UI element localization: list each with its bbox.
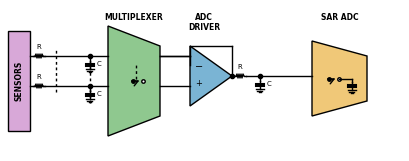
Polygon shape (108, 26, 160, 136)
Text: C: C (97, 61, 101, 67)
Polygon shape (189, 46, 231, 106)
Text: R: R (36, 44, 41, 50)
Text: SAR ADC: SAR ADC (320, 13, 358, 22)
Text: +: + (195, 79, 201, 87)
Text: C: C (97, 91, 101, 97)
Text: MULTIPLEXER: MULTIPLEXER (104, 13, 163, 22)
Text: R: R (237, 64, 242, 70)
FancyBboxPatch shape (8, 31, 30, 131)
Text: −: − (195, 62, 202, 72)
Text: ADC
DRIVER: ADC DRIVER (187, 13, 220, 32)
Text: C: C (266, 81, 271, 87)
Text: SENSORS: SENSORS (14, 61, 23, 101)
Polygon shape (311, 41, 366, 116)
Text: R: R (36, 74, 41, 80)
